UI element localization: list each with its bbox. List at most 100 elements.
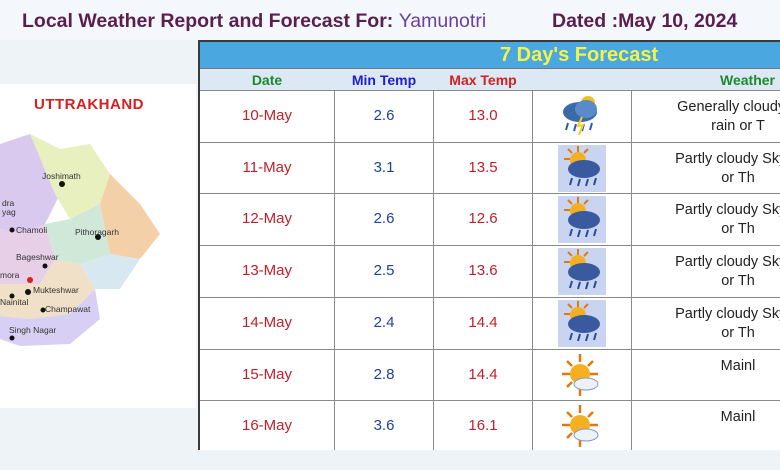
location-name: Yamunotri [398,10,487,32]
map-label-mukteshwar: Mukteshwar [33,285,79,295]
max-temp-value: 13.0 [468,107,498,124]
max-temp-value: 16.1 [468,417,498,435]
map-region-champawat [80,254,140,289]
map-label-bageshwar: Bageshwar [16,252,59,262]
map-label-yag: yag [2,207,16,217]
map-label-nainital: Nainital [0,297,28,307]
date-cell: 12-May [200,194,335,246]
forecast-row: 14-May 2.4 14.4 Partly cloudy Sky w or Th [200,296,780,349]
max-temp-value: 14.4 [468,365,498,383]
map-label-joshimath: Joshimath [42,171,81,181]
weather-description-cell: Partly cloudy Sky w or Th [632,246,780,297]
weather-description-line2: or Th [721,273,755,290]
weather-description-line1: Partly cloudy Sky w [675,150,780,167]
marker-joshimath [59,181,65,187]
min-temp-cell: 2.4 [335,297,434,349]
map-region-bageshwar [45,204,110,264]
max-temp-cell: 16.1 [434,401,533,453]
weather-description-line2: rain or T [711,118,765,134]
sun-cloud-icon [558,403,606,450]
map-label-singh-nagar: Singh Nagar [9,325,56,335]
forecast-date: 14-May [241,313,293,331]
date-cell: 13-May [200,246,335,298]
header-date: Date [251,72,283,88]
report-header: Local Weather Report and Forecast For: Y… [0,0,780,40]
marker-bageshwar [42,263,48,269]
max-temp-cell: 14.4 [434,297,533,349]
sun-cloud-rain-icon [558,248,606,296]
weather-description-cell: Partly cloudy Sky w or Th [632,143,780,194]
weather-description-line1: Mainl [720,409,756,426]
weather-icon-cell [533,349,632,401]
header-max-temp: Max Temp [449,72,517,88]
cloud-rain-thunder-icon [558,93,606,140]
min-temp-cell: 2.5 [335,246,434,298]
min-temp-cell: 3.1 [335,142,434,194]
map-region-almora [0,224,55,284]
map-label-mora: mora [0,270,20,280]
forecast-table: 7 Day's Forecast Date Min Temp Max Temp … [198,40,780,453]
date-cell: 11-May [200,142,335,194]
min-temp-value: 2.4 [373,313,395,331]
weather-description-line1: Partly cloudy Sky w [675,305,780,322]
report-title-prefix: Local Weather Report and Forecast For: [22,10,394,32]
forecast-header-row: Date Min Temp Max Temp Weather [200,68,780,91]
min-temp-value: 3.6 [373,417,395,435]
uttarakhand-map: Joshimath dra yag Chamoli Pithoragarh Ba… [0,134,160,346]
weather-description-line1: Mainl [720,357,756,374]
marker-almora [27,277,33,283]
header-min-temp: Min Temp [351,72,417,88]
map-region-singh-nagar [0,289,100,346]
min-temp-value: 2.6 [373,210,395,228]
forecast-date: 12-May [241,210,293,228]
sun-cloud-rain-icon [558,144,606,192]
map-title: UTTRAKHAND [34,96,144,113]
sun-cloud-rain-icon [558,196,606,244]
sun-cloud-icon [558,352,606,399]
weather-description-line1: Partly cloudy Sky w [675,254,780,271]
weather-description: Mainl [638,357,780,376]
weather-icon-cell [533,91,632,142]
min-temp-value: 2.5 [373,262,395,280]
weather-icon-cell [533,297,632,349]
marker-singh-nagar [9,335,15,341]
map-label-champawat: Champawat [45,304,91,314]
map-region-nainital [0,259,95,319]
weather-icon-cell [533,194,632,246]
map-region-north [30,134,110,219]
uttarakhand-map-panel: Joshimath dra yag Chamoli Pithoragarh Ba… [0,84,196,408]
forecast-date: 13-May [241,262,293,280]
marker-chamoli [9,227,15,233]
report-title: Local Weather Report and Forecast For: Y… [22,10,486,33]
marker-pithoragarh [95,234,101,240]
min-temp-value: 3.1 [373,158,395,176]
forecast-row: 13-May 2.5 13.6 Partly cloudy Sky w or Th [200,245,780,298]
max-temp-cell: 12.6 [434,194,533,246]
forecast-date: 11-May [242,158,292,176]
map-label-dra: dra [2,198,15,208]
weather-icon-cell [533,246,632,298]
weather-description-cell: Mainl [632,401,780,452]
min-temp-value: 2.8 [373,365,395,383]
weather-description: Partly cloudy Sky w or Th [638,305,780,343]
header-weather: Weather [720,72,775,88]
weather-description-cell: Generally cloudy S rain or T [632,91,780,142]
date-cell: 15-May [200,349,335,401]
forecast-date: 15-May [241,365,293,383]
weather-description: Partly cloudy Sky w or Th [638,201,780,239]
weather-description-line2: or Th [721,324,755,341]
forecast-row: 11-May 3.1 13.5 Partly cloudy Sky w or Th [200,141,780,194]
weather-description-cell: Partly cloudy Sky w or Th [632,194,780,245]
weather-description-cell: Partly cloudy Sky w or Th [632,298,780,349]
weather-description: Partly cloudy Sky w or Th [638,150,780,188]
marker-mukteshwar [25,289,31,295]
weather-description: Mainl [638,408,780,427]
weather-description: Generally cloudy S rain or T [638,98,780,136]
min-temp-cell: 2.8 [335,349,434,401]
forecast-row: 16-May 3.6 16.1 Mainl [200,400,780,453]
max-temp-cell: 13.6 [434,246,533,298]
weather-description-line1: Partly cloudy Sky w [675,202,780,219]
forecast-title: 7 Day's Forecast [500,44,659,66]
map-region-pithoragarh [100,174,160,259]
marker-nainital [9,293,15,299]
